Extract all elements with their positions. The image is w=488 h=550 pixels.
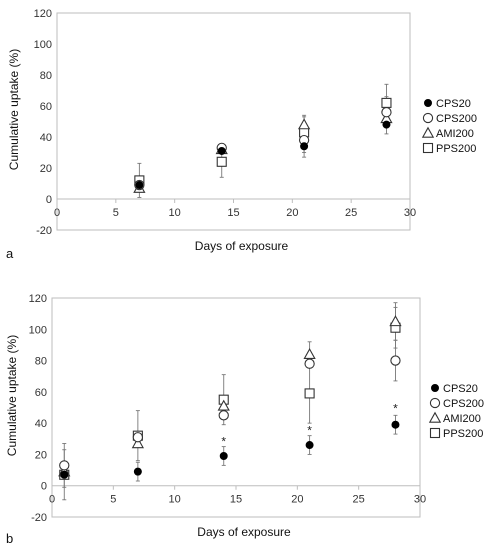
y-tick-label: 120 bbox=[34, 8, 52, 20]
y-tick-label: 60 bbox=[35, 387, 47, 399]
data-point-cps20 bbox=[391, 420, 400, 429]
x-tick-label: 20 bbox=[291, 494, 303, 506]
data-point-cps200 bbox=[132, 432, 144, 443]
data-point-cps200 bbox=[304, 358, 315, 369]
plot-area-border bbox=[51, 297, 421, 518]
y-tick-label: 80 bbox=[40, 70, 52, 82]
x-tick-label: 10 bbox=[169, 207, 181, 219]
legend-label-cps200: CPS200 bbox=[436, 113, 477, 125]
legend-label-pps200: PPS200 bbox=[436, 143, 476, 155]
data-point-cps20 bbox=[133, 467, 142, 476]
y-tick-label: 40 bbox=[35, 418, 47, 430]
legend-label-cps20: CPS20 bbox=[436, 98, 471, 110]
y-tick-label: 0 bbox=[41, 481, 47, 493]
data-point-ami200 bbox=[303, 347, 316, 360]
data-point-cps20 bbox=[382, 120, 391, 129]
data-point-ami200 bbox=[217, 399, 230, 411]
legend-marker-pps200 bbox=[422, 142, 434, 154]
legend-label-pps200: PPS200 bbox=[443, 428, 483, 440]
y-tick-label: -20 bbox=[31, 512, 47, 524]
data-point-cps20 bbox=[300, 142, 309, 151]
data-point-cps200 bbox=[218, 410, 229, 421]
y-tick-label: 60 bbox=[40, 101, 52, 113]
legend-marker-pps200 bbox=[429, 427, 441, 439]
x-tick-label: 0 bbox=[49, 494, 55, 506]
y-tick-label: 80 bbox=[35, 356, 47, 368]
legend-label-cps20: CPS20 bbox=[443, 383, 478, 395]
y-axis-label: Cumulative uptake (%) bbox=[5, 335, 19, 456]
y-tick-label: 120 bbox=[29, 293, 47, 305]
y-tick-label: 40 bbox=[40, 132, 52, 144]
x-tick-label: 10 bbox=[169, 494, 181, 506]
data-point-ami200 bbox=[131, 437, 145, 449]
legend-marker-ami200 bbox=[428, 411, 442, 423]
data-point-cps20 bbox=[305, 441, 314, 450]
x-tick-label: 5 bbox=[113, 207, 119, 219]
data-point-pps200 bbox=[304, 388, 315, 399]
x-tick-label: 30 bbox=[404, 207, 416, 219]
legend-marker-cps20 bbox=[423, 99, 432, 108]
y-axis-label: Cumulative uptake (%) bbox=[7, 49, 21, 170]
x-tick-label: 15 bbox=[230, 494, 242, 506]
x-tick-label: 30 bbox=[414, 494, 426, 506]
x-tick-label: 20 bbox=[286, 207, 298, 219]
data-point-cps20 bbox=[135, 181, 144, 190]
legend-marker-cps200 bbox=[422, 112, 434, 124]
data-point-cps20 bbox=[217, 146, 226, 155]
x-tick-label: 25 bbox=[345, 207, 357, 219]
y-tick-label: 20 bbox=[35, 449, 47, 461]
legend-marker-ami200 bbox=[421, 126, 435, 138]
legend-label-ami200: AMI200 bbox=[436, 128, 474, 140]
significance-star: * bbox=[393, 402, 398, 416]
y-tick-label: 20 bbox=[40, 163, 52, 175]
x-tick-label: 5 bbox=[110, 494, 116, 506]
legend-label-cps200: CPS200 bbox=[443, 398, 484, 410]
data-point-cps200 bbox=[381, 107, 392, 118]
x-axis-label: Days of exposure bbox=[197, 525, 291, 539]
plot-area-border bbox=[56, 12, 411, 231]
y-tick-label: 100 bbox=[34, 39, 52, 51]
x-tick-label: 25 bbox=[353, 494, 365, 506]
data-point-cps20 bbox=[219, 451, 228, 460]
data-point-cps20 bbox=[60, 470, 69, 479]
panel-label: a bbox=[6, 246, 14, 261]
data-point-cps200 bbox=[59, 460, 70, 471]
data-point-ami200 bbox=[297, 118, 311, 130]
x-axis-label: Days of exposure bbox=[195, 239, 289, 253]
data-point-ami200 bbox=[389, 315, 402, 327]
y-tick-label: 100 bbox=[29, 324, 47, 336]
data-point-cps200 bbox=[390, 355, 401, 366]
x-tick-label: 0 bbox=[54, 207, 60, 219]
y-tick-label: 0 bbox=[46, 194, 52, 206]
legend-label-ami200: AMI200 bbox=[443, 413, 481, 425]
panel-label: b bbox=[6, 531, 13, 546]
legend-marker-cps20 bbox=[430, 383, 439, 392]
data-point-pps200 bbox=[216, 156, 227, 167]
significance-star: * bbox=[307, 423, 312, 437]
legend-marker-cps200 bbox=[429, 397, 441, 409]
data-point-pps200 bbox=[381, 97, 392, 108]
significance-star: * bbox=[221, 434, 226, 448]
y-tick-label: -20 bbox=[36, 225, 52, 237]
x-tick-label: 15 bbox=[227, 207, 239, 219]
